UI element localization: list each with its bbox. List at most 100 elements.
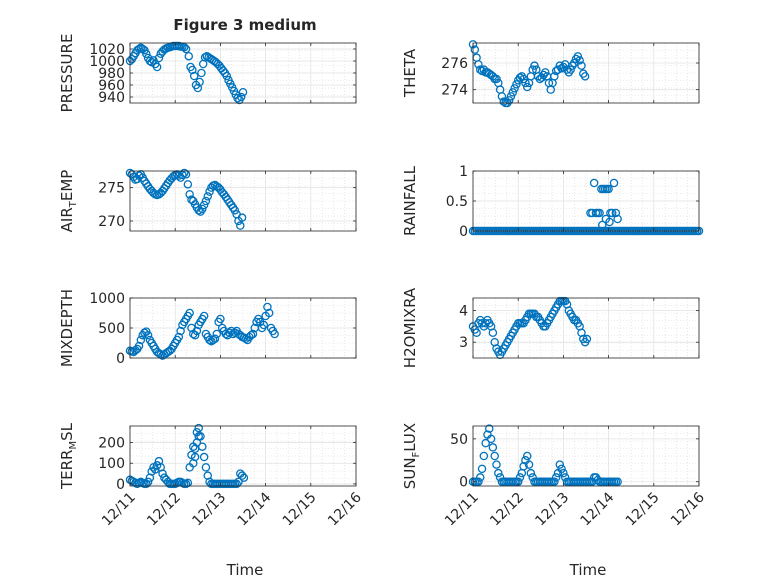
tick-marks xyxy=(472,298,700,358)
data-point xyxy=(264,308,274,318)
data-point xyxy=(528,65,537,74)
subplot-sun-flux: 0 50 12/11 12/12 12/13 12/14 12/15 12/16 SUNFLUX xyxy=(401,423,708,530)
data-point xyxy=(234,477,243,487)
data-point xyxy=(134,341,144,351)
data-point xyxy=(573,52,583,61)
tick-marks xyxy=(129,426,357,486)
x-tick-label: 12/11 xyxy=(99,490,139,530)
axes-box xyxy=(129,170,357,232)
data-point xyxy=(192,326,202,336)
y-tick-label: 1 xyxy=(459,164,468,180)
axes-box xyxy=(472,297,700,359)
data-point xyxy=(515,73,525,82)
data-point xyxy=(541,68,550,77)
y-tick-label: 0 xyxy=(116,351,125,367)
data-point xyxy=(492,460,501,469)
tick-marks xyxy=(129,171,357,231)
data-point xyxy=(521,78,530,88)
tick-marks xyxy=(472,426,700,486)
subplot-h2omixra: 3 4 H2OMIXRA xyxy=(401,287,700,368)
data-point xyxy=(566,65,575,74)
data-point xyxy=(194,206,203,215)
tick-marks xyxy=(129,43,357,103)
data-point xyxy=(492,74,501,84)
data-point xyxy=(550,72,559,81)
data-point xyxy=(195,77,204,87)
data-point xyxy=(526,468,536,478)
data-point xyxy=(519,462,528,471)
y-tick-label: 1000 xyxy=(89,291,125,307)
data-point xyxy=(270,329,279,339)
data-point xyxy=(477,66,487,76)
series-points xyxy=(468,40,590,108)
x-axis-label-right: Time xyxy=(569,561,607,579)
y-axis-label: MIXDEPTH xyxy=(58,289,76,367)
data-point xyxy=(193,83,203,93)
data-point xyxy=(259,320,269,330)
data-point xyxy=(200,53,210,62)
data-point xyxy=(481,438,490,448)
data-point xyxy=(205,187,214,196)
data-point xyxy=(475,473,485,482)
data-point xyxy=(557,464,566,474)
y-tick-label: 275 xyxy=(98,181,125,197)
data-point xyxy=(194,432,203,441)
tick-marks xyxy=(129,297,357,359)
data-point xyxy=(233,93,242,103)
y-tick-label: 1000 xyxy=(89,54,125,70)
data-point xyxy=(232,479,241,489)
series-points xyxy=(468,424,622,486)
series-points xyxy=(125,423,249,489)
axes-box xyxy=(472,42,700,104)
data-point xyxy=(490,451,499,461)
data-point xyxy=(134,44,144,54)
data-point xyxy=(494,468,503,478)
data-point xyxy=(595,208,604,218)
data-point xyxy=(216,314,225,324)
data-point xyxy=(208,335,218,345)
data-point xyxy=(470,45,480,54)
y-tick-label: 0 xyxy=(459,475,468,491)
data-point xyxy=(199,200,209,210)
data-point xyxy=(210,334,220,344)
data-point xyxy=(488,443,498,452)
data-point xyxy=(575,56,584,65)
data-point xyxy=(613,477,622,486)
x-tick-label: 12/15 xyxy=(280,490,320,530)
y-axis-label: H2OMIXRA xyxy=(401,287,419,368)
x-tick-label: 12/13 xyxy=(532,490,572,530)
figure-title: Figure 3 medium xyxy=(173,16,316,34)
data-point xyxy=(151,465,160,474)
y-tick-label: 4 xyxy=(459,304,468,320)
axes-box xyxy=(472,425,700,487)
data-point xyxy=(201,196,211,206)
data-point xyxy=(609,178,619,188)
x-tick-label: 12/14 xyxy=(235,489,275,529)
data-point xyxy=(497,92,507,101)
data-point xyxy=(183,478,193,488)
data-point xyxy=(181,44,191,54)
data-point xyxy=(479,451,489,461)
data-point xyxy=(179,42,189,52)
data-point xyxy=(222,71,231,81)
x-tick-label: 12/13 xyxy=(189,490,229,530)
y-tick-label: 500 xyxy=(98,321,125,337)
data-point xyxy=(248,329,258,339)
x-tick-label: 12/15 xyxy=(623,490,663,530)
data-point xyxy=(522,82,532,92)
data-point xyxy=(582,334,592,344)
data-point xyxy=(499,97,508,106)
data-point xyxy=(607,208,617,218)
data-point xyxy=(477,464,487,474)
data-point xyxy=(185,308,194,318)
data-point xyxy=(158,469,167,478)
data-point xyxy=(519,74,528,84)
tick-marks xyxy=(472,170,700,232)
tick-marks xyxy=(472,43,700,103)
data-point xyxy=(611,208,621,218)
data-point xyxy=(474,60,483,69)
y-tick-label: 0 xyxy=(459,224,468,240)
axes-box xyxy=(129,425,357,487)
